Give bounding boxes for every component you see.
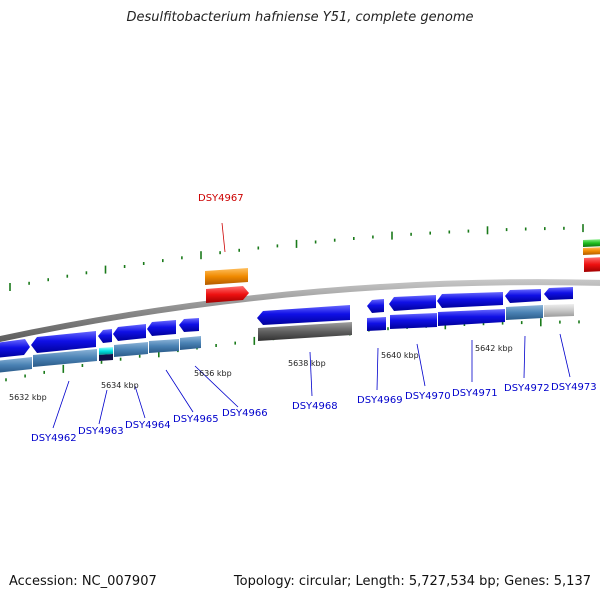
kbp-label: 5634 kbp: [101, 381, 139, 390]
navy-feature: [99, 354, 113, 361]
kbp-label: 5636 kbp: [194, 369, 232, 378]
red-edge-feature: [584, 257, 600, 272]
steel-feature-4: [149, 339, 179, 353]
gene-label-dsy4969[interactable]: DSY4969: [357, 395, 403, 406]
light-gray-feature: [544, 304, 574, 317]
gene-dsy4962-feature[interactable]: [0, 339, 30, 358]
gene-label-dsy4962[interactable]: DSY4962: [31, 433, 77, 444]
gene-dsy4968-feature[interactable]: [257, 305, 350, 325]
leader-lines: [52, 222, 571, 429]
gene-label-dsy4968[interactable]: DSY4968: [292, 401, 338, 412]
gene-label-dsy4967[interactable]: DSY4967: [198, 193, 244, 204]
gene-dsy4964-feature[interactable]: [98, 329, 112, 343]
steel-feature-5: [180, 336, 201, 350]
gene-dsy4969-feature[interactable]: [367, 299, 384, 313]
kbp-label: 5640 kbp: [381, 351, 419, 360]
orange-feature: [205, 268, 248, 285]
green-edge-feature: [583, 239, 600, 247]
lower-track-features: [0, 304, 574, 373]
steel-feature-3: [114, 342, 148, 357]
edge-features: [583, 239, 600, 272]
orange-edge-feature: [583, 247, 600, 255]
kbp-labels: 5632 kbp 5634 kbp 5636 kbp 5638 kbp 5640…: [9, 344, 513, 402]
gene-label-dsy4963[interactable]: DSY4963: [78, 426, 124, 437]
steel-feature-1: [0, 357, 32, 373]
cyan-feature: [99, 347, 113, 355]
gene-dsy4971-feature[interactable]: [437, 292, 503, 308]
genome-summary-text: Topology: circular; Length: 5,727,534 bp…: [233, 574, 591, 589]
blue-lower-3: [438, 309, 505, 326]
genome-backbone: [0, 279, 600, 342]
gene-dsy4972-feature[interactable]: [505, 289, 541, 303]
blue-lower-2: [390, 313, 437, 329]
gene-dsy4970-feature[interactable]: [389, 295, 436, 311]
gene-label-dsy4972[interactable]: DSY4972: [504, 383, 550, 394]
gene-dsy4966-feature[interactable]: [147, 320, 176, 336]
gene-dsy4966b-feature[interactable]: [179, 318, 199, 332]
kbp-label: 5642 kbp: [475, 344, 513, 353]
steel-feature-6: [506, 305, 543, 320]
genome-title: Desulfitobacterium hafniense Y51, comple…: [126, 10, 474, 25]
blue-lower-1: [367, 317, 386, 331]
gene-label-dsy4964[interactable]: DSY4964: [125, 420, 171, 431]
gene-dsy4965-feature[interactable]: [113, 324, 146, 341]
gene-dsy4973-feature[interactable]: [544, 287, 573, 300]
steel-feature-2: [33, 349, 97, 367]
accession-text: Accession: NC_007907: [9, 574, 157, 589]
gene-labels: DSY4962 DSY4963 DSY4964 DSY4965 DSY4966 …: [31, 193, 597, 444]
gene-label-dsy4966[interactable]: DSY4966: [222, 408, 268, 419]
gene-label-dsy4971[interactable]: DSY4971: [452, 388, 498, 399]
highlighted-gene-features: [205, 268, 249, 303]
kbp-label: 5632 kbp: [9, 393, 47, 402]
gene-dsy4967-feature[interactable]: [206, 286, 249, 303]
dark-gray-feature: [258, 322, 352, 341]
outer-ticks: [9, 224, 584, 291]
gene-label-dsy4973[interactable]: DSY4973: [551, 382, 597, 393]
gene-label-dsy4965[interactable]: DSY4965: [173, 414, 219, 425]
gene-label-dsy4970[interactable]: DSY4970: [405, 391, 451, 402]
gene-dsy4963-feature[interactable]: [31, 331, 96, 353]
forward-strand-genes: [0, 287, 573, 358]
kbp-label: 5638 kbp: [288, 359, 326, 368]
